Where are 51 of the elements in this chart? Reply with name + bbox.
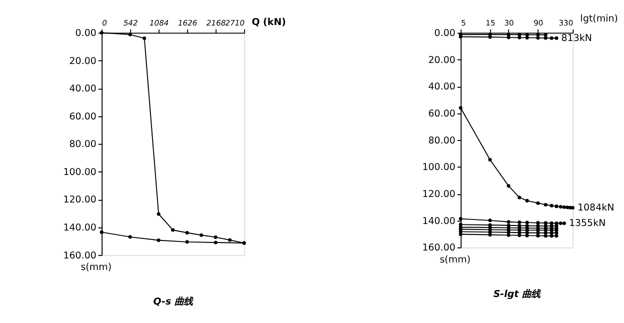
x-tick-label: 542 — [123, 18, 138, 28]
point — [100, 230, 104, 234]
point — [128, 235, 132, 239]
x-axis-title: lgt(min) — [580, 13, 618, 24]
y-tick-label: 100.00 — [63, 166, 96, 178]
y-tick-label: 100.00 — [422, 162, 456, 174]
y-tick-label: 80.00 — [69, 139, 96, 150]
point — [214, 235, 218, 239]
y-tick-label: 80.00 — [428, 135, 456, 146]
x-tick-label: 90 — [534, 18, 544, 28]
point — [228, 238, 232, 242]
text: Q-s 曲线 — [153, 295, 194, 308]
y-tick-label: 120.00 — [422, 189, 456, 200]
x-tick-label: 2168 — [206, 18, 226, 28]
y-tick-label: 160.00 — [63, 250, 96, 262]
x-tick-label: 5 — [461, 18, 466, 28]
x-axis-title: Q (kN) — [252, 17, 286, 28]
y-tick-label: 120.00 — [63, 194, 96, 206]
x-tick-label: 1084 — [149, 18, 169, 28]
point — [214, 240, 218, 244]
x-tick-label: 0 — [102, 18, 108, 28]
series-label: 1084kN — [577, 202, 614, 214]
text: S-lgt 曲线 — [493, 288, 541, 300]
point — [171, 228, 175, 232]
point — [200, 233, 204, 237]
y-tick-label: 0.00 — [75, 28, 96, 40]
y-axis-title: s(mm) — [80, 262, 112, 274]
point — [142, 36, 146, 40]
y-tick-label: 20.00 — [69, 56, 96, 67]
x-tick-label: 330 — [558, 18, 574, 28]
point — [185, 230, 189, 235]
y-tick-label: 20.00 — [428, 54, 456, 66]
y-tick-label: 60.00 — [69, 111, 96, 122]
y-tick-label: 40.00 — [69, 84, 96, 95]
series-label: 1355kN — [568, 218, 606, 230]
series-label: 813kN — [561, 32, 592, 44]
y-tick-label: 40.00 — [428, 82, 456, 93]
point — [185, 240, 189, 244]
y-tick-label: 140.00 — [422, 216, 456, 227]
x-tick-label: 15 — [486, 18, 496, 28]
y-axis-title: s(mm) — [440, 254, 471, 266]
point — [128, 32, 132, 36]
x-tick-label: 30 — [504, 18, 514, 28]
y-tick-label: 140.00 — [63, 222, 96, 234]
y-tick-label: 60.00 — [428, 108, 456, 120]
x-tick-label: 2710 — [225, 18, 245, 28]
point — [156, 238, 160, 242]
point — [156, 212, 160, 216]
y-tick-label: 0.00 — [434, 28, 456, 40]
y-tick-label: 160.00 — [422, 242, 456, 254]
x-tick-label: 1626 — [178, 18, 198, 28]
